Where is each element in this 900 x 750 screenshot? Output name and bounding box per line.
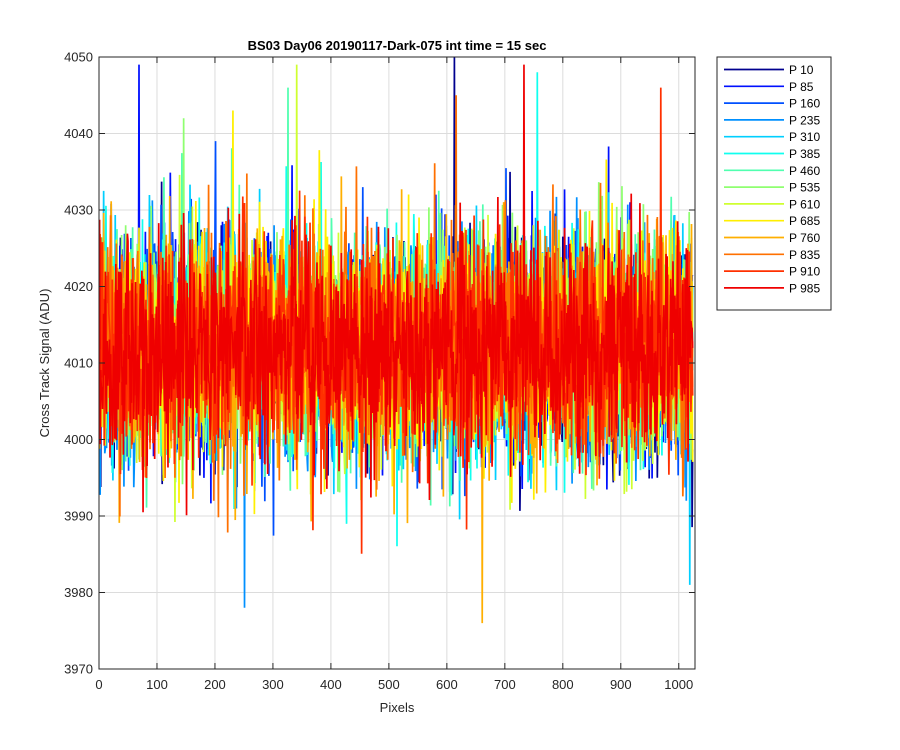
y-tick-label: 4030	[64, 203, 93, 218]
legend-label: P 235	[789, 113, 820, 127]
y-tick-label: 4000	[64, 432, 93, 447]
y-tick-label: 4010	[64, 356, 93, 371]
x-tick-label: 200	[204, 677, 226, 692]
legend-label: P 535	[789, 181, 820, 195]
x-axis-label: Pixels	[380, 700, 415, 715]
y-tick-label: 4050	[64, 50, 93, 65]
x-tick-label: 300	[262, 677, 284, 692]
legend-label: P 910	[789, 265, 820, 279]
x-tick-label: 900	[610, 677, 632, 692]
series-line-p-985	[98, 64, 694, 516]
chart-title: BS03 Day06 20190117-Dark-075 int time = …	[248, 38, 547, 53]
legend-label: P 310	[789, 130, 820, 144]
legend-label: P 685	[789, 214, 820, 228]
x-tick-label: 700	[494, 677, 516, 692]
x-tick-label: 500	[378, 677, 400, 692]
x-tick-label: 600	[436, 677, 458, 692]
y-tick-label: 4040	[64, 126, 93, 141]
x-axis: 0 100 200 300 400 500 600 700 800 900 1000	[95, 57, 693, 692]
x-tick-label: 0	[95, 677, 102, 692]
legend-label: P 85	[789, 80, 814, 94]
legend: P 10 P 85 P 160 P 235 P 310 P 385 P 460 P 535 P …	[716, 56, 832, 311]
y-axis-label: Cross Track Signal (ADU)	[37, 289, 52, 438]
legend-box	[716, 56, 832, 311]
x-tick-label: 1000	[664, 677, 693, 692]
y-tick-label: 3990	[64, 509, 93, 524]
series-group	[98, 56, 694, 624]
x-tick-label: 400	[320, 677, 342, 692]
legend-label: P 985	[789, 281, 820, 295]
legend-label: P 460	[789, 164, 820, 178]
x-tick-label: 800	[552, 677, 574, 692]
legend-label: P 610	[789, 197, 820, 211]
y-tick-label: 3970	[64, 662, 93, 677]
y-tick-label: 4020	[64, 279, 93, 294]
legend-label: P 385	[789, 147, 820, 161]
legend-label: P 835	[789, 248, 820, 262]
legend-label: P 160	[789, 97, 820, 111]
y-axis: 3970 3980 3990 4000 4010 4020 4030 4040 4050	[64, 50, 695, 677]
legend-label: P 10	[789, 63, 814, 77]
x-tick-label: 100	[146, 677, 168, 692]
legend-label: P 760	[789, 231, 820, 245]
y-tick-label: 3980	[64, 585, 93, 600]
